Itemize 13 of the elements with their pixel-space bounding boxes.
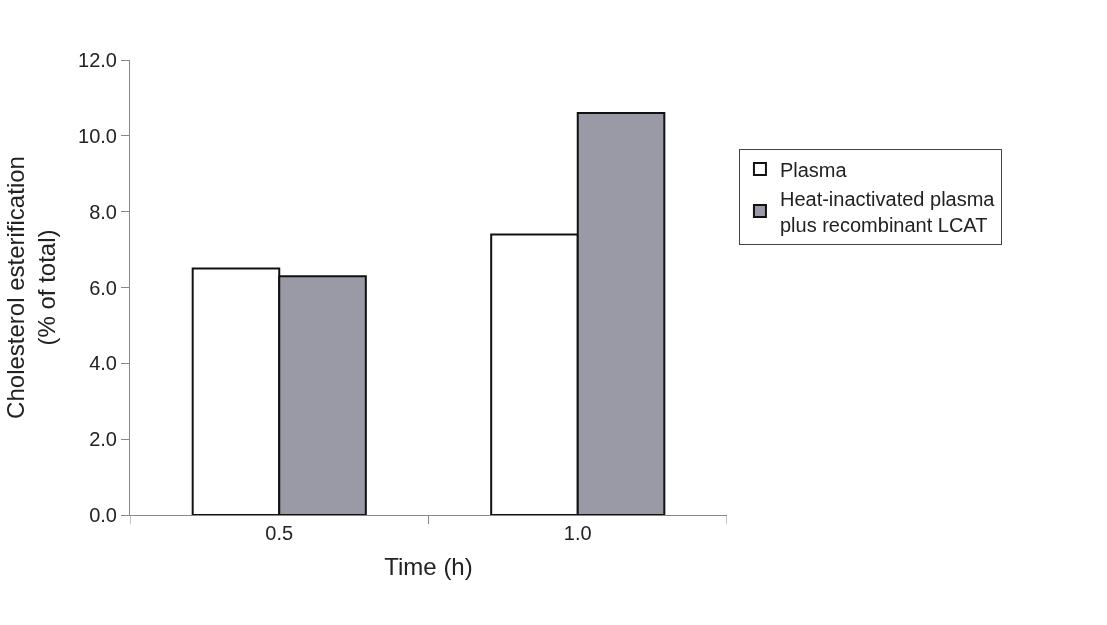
y-tick-label: 10.0 bbox=[78, 124, 117, 147]
y-tick-label: 6.0 bbox=[89, 276, 117, 299]
y-tick-label: 0.0 bbox=[89, 504, 117, 526]
y-tick-label: 8.0 bbox=[89, 200, 117, 223]
legend-label: Heat-inactivated plasma plus recombinant LCAT bbox=[779, 187, 996, 236]
y-tick-label: 4.0 bbox=[89, 352, 117, 375]
y-tick-label: 2.0 bbox=[89, 428, 117, 451]
y-axis-title: Cholesterol esterification (% of total) bbox=[1, 156, 61, 419]
y-tick-label: 12.0 bbox=[78, 49, 117, 71]
x-axis-title: Time (h) bbox=[384, 553, 473, 581]
x-tick-label: 0.5 bbox=[265, 522, 294, 544]
legend-label: Plasma bbox=[779, 158, 848, 181]
x-tick-label: 1.0 bbox=[563, 522, 592, 544]
